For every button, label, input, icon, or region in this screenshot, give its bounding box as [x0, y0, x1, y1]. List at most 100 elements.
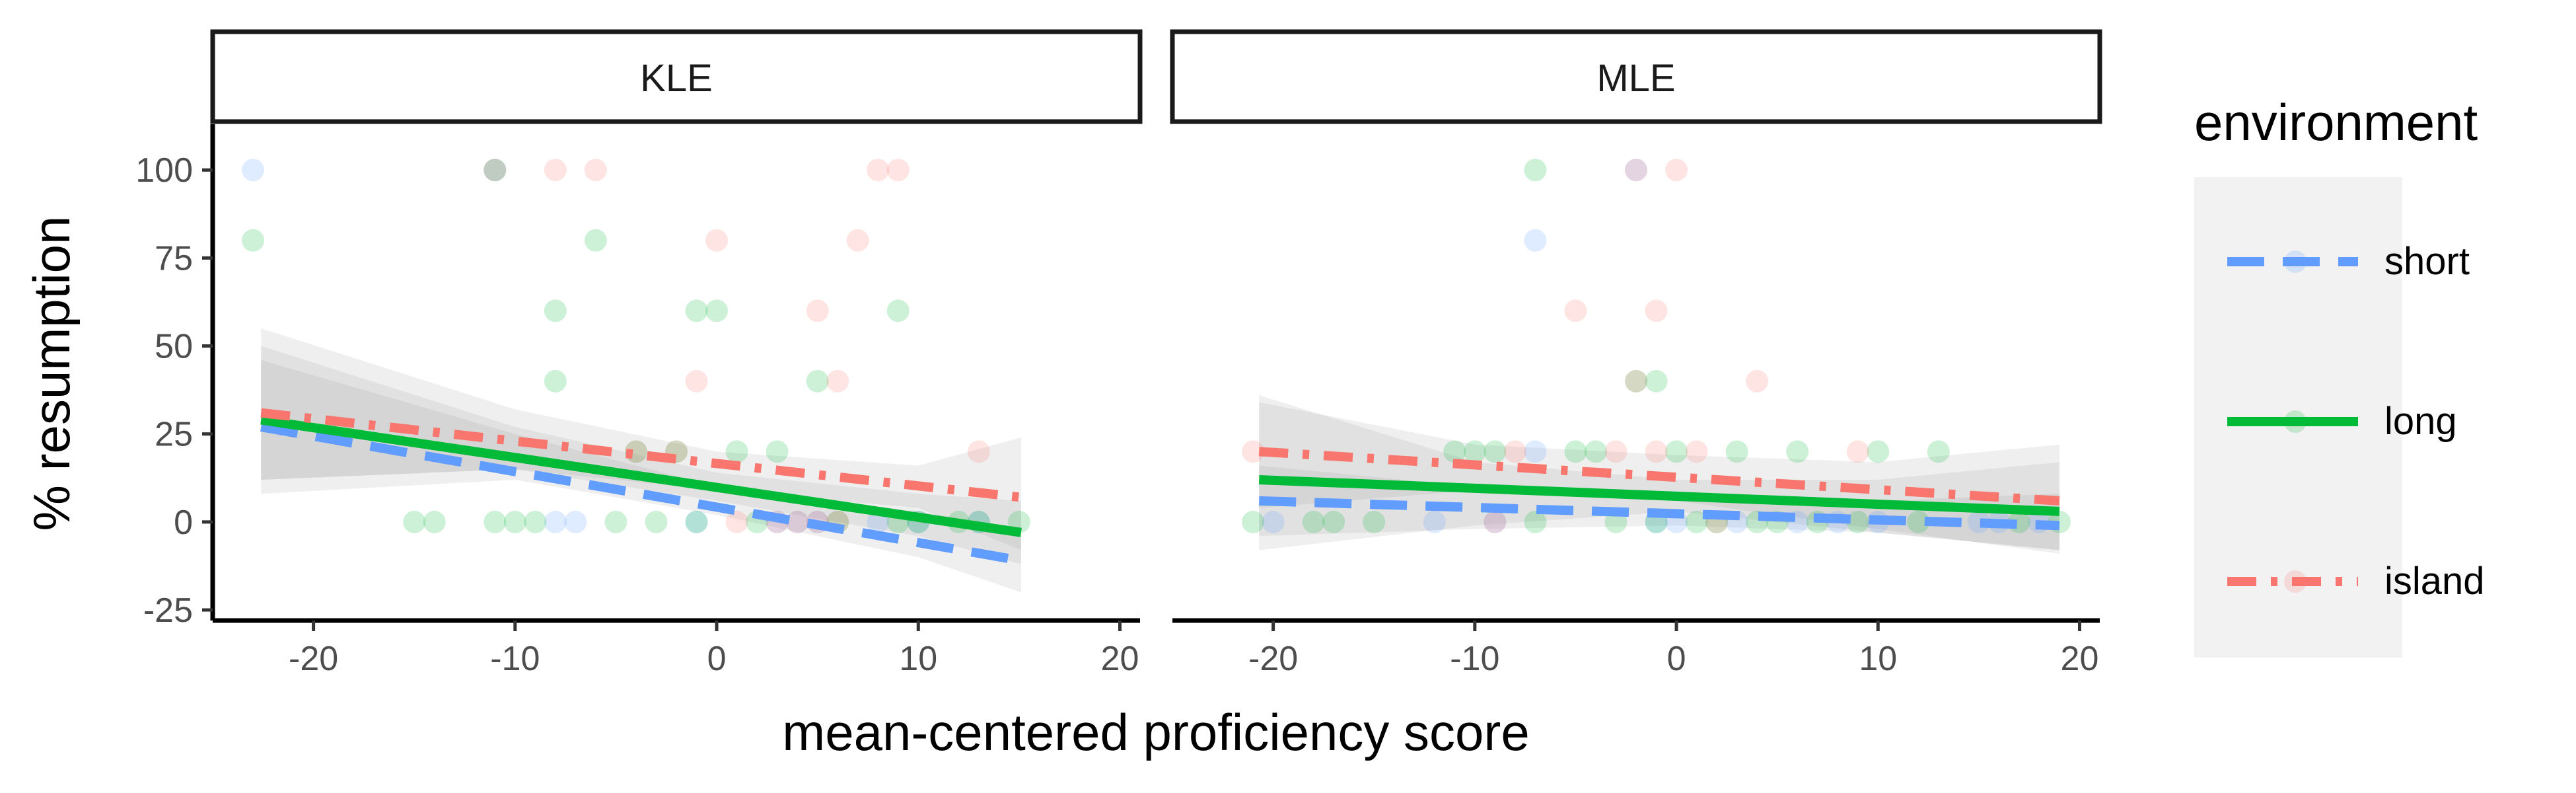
x-axis-ticks-mle: -20 -10 0 10 20 [1248, 621, 2098, 678]
data-point-island [886, 159, 910, 182]
strip-kle [210, 29, 1143, 124]
data-point-short [1484, 510, 1507, 533]
x-axis-title: mean-centered proficiency score [782, 703, 1530, 761]
data-point-long [1645, 369, 1668, 393]
data-point-island [544, 159, 567, 182]
x-tick-label: 0 [707, 640, 727, 678]
data-point-island [584, 159, 607, 182]
data-point-long [1927, 440, 1950, 463]
data-point-short [564, 510, 587, 533]
data-point-long [766, 440, 789, 463]
y-tick-label: 75 [155, 239, 193, 278]
data-point-short [1524, 440, 1547, 463]
data-point-long [1484, 440, 1507, 463]
x-tick-label: -10 [1450, 640, 1499, 678]
data-point-island [1625, 159, 1647, 182]
data-point-long [685, 299, 708, 322]
data-point-island [1645, 299, 1668, 322]
data-point-long [1242, 510, 1265, 533]
data-point-island [826, 369, 849, 393]
data-point-long [806, 369, 829, 393]
data-point-long [403, 510, 426, 533]
legend-label-short: short [2384, 240, 2470, 283]
data-point-long [1584, 440, 1607, 463]
fit-line-island-mle [1258, 447, 2060, 506]
legend-label-long: long [2384, 400, 2457, 443]
x-tick-label: 10 [1859, 640, 1897, 678]
data-point-island [806, 299, 829, 322]
data-point-island [1625, 369, 1647, 393]
data-point-long [524, 510, 547, 533]
data-point-island [867, 159, 890, 182]
data-point-long [1625, 369, 1647, 393]
data-point-long [604, 510, 627, 533]
strip-mle [1170, 29, 2102, 124]
fit-lines-mle [1258, 447, 2060, 531]
data-point-island [705, 229, 729, 252]
data-point-short [1262, 510, 1285, 533]
data-point-short [1625, 159, 1647, 182]
fit-line-long-kle [260, 415, 1022, 537]
confidence-band-island-kle [261, 328, 1021, 550]
data-point-long [645, 510, 668, 533]
data-point-long [1564, 440, 1587, 463]
data-point-island [846, 229, 869, 252]
y-tick-label: 100 [135, 151, 193, 190]
data-point-long [1443, 440, 1466, 463]
points-mle [1242, 159, 2071, 533]
data-point-long [544, 369, 567, 393]
confidence-band-long-kle [261, 346, 1021, 564]
data-point-long [1725, 440, 1748, 463]
data-point-island [1484, 510, 1507, 533]
data-point-long [705, 299, 729, 322]
x-tick-label: -20 [1248, 640, 1298, 678]
data-point-island [1604, 440, 1628, 463]
y-tick-label: 50 [155, 328, 193, 366]
y-axis-title: % resumption [22, 216, 81, 531]
data-point-long [423, 510, 446, 533]
legend-label-island: island [2384, 560, 2485, 603]
data-point-short [685, 510, 708, 533]
x-tick-label: 20 [2061, 640, 2099, 678]
data-point-island [1503, 440, 1526, 463]
x-tick-label: 10 [899, 640, 937, 678]
data-point-long [483, 510, 507, 533]
fit-line-long-mle [1258, 474, 2060, 516]
data-point-island [1564, 299, 1587, 322]
data-point-island [1242, 440, 1265, 463]
data-point-island [1746, 369, 1769, 393]
data-point-long [685, 510, 708, 533]
data-point-long [1524, 510, 1547, 533]
legend-keys [2227, 250, 2358, 593]
data-point-long [1302, 510, 1325, 533]
fit-line-short-kle [260, 422, 1022, 566]
data-point-island [967, 440, 990, 463]
x-axis-ticks-kle: -20 -10 0 10 20 [289, 621, 1139, 678]
data-point-island [1645, 440, 1668, 463]
data-point-long [1524, 159, 1547, 182]
y-tick-label: 25 [155, 416, 193, 454]
strip-label-kle: KLE [640, 57, 713, 100]
fit-line-short-mle [1259, 496, 2060, 531]
data-point-long [544, 299, 567, 322]
strip-label-mle: MLE [1596, 57, 1675, 100]
data-point-long [1322, 510, 1345, 533]
y-axis-ticks: -25 0 25 50 75 100 [135, 151, 213, 630]
data-point-long [1786, 440, 1809, 463]
data-point-long [1363, 510, 1386, 533]
data-point-short [1423, 510, 1446, 533]
data-point-long [1685, 510, 1708, 533]
data-point-long [725, 440, 748, 463]
data-point-island [685, 369, 708, 393]
data-point-long [584, 229, 607, 252]
fit-lines-kle [260, 408, 1022, 566]
data-point-long [503, 510, 526, 533]
data-point-long [886, 299, 910, 322]
data-point-island [786, 510, 809, 533]
data-point-long [1846, 510, 1869, 533]
legend: environment short long island [2194, 93, 2485, 658]
panel-kle: KLE -25 0 25 50 75 100 -20 -10 0 10 20 [135, 29, 1143, 678]
x-tick-label: -10 [490, 640, 540, 678]
data-point-long [1463, 440, 1486, 463]
legend-title: environment [2194, 93, 2478, 151]
